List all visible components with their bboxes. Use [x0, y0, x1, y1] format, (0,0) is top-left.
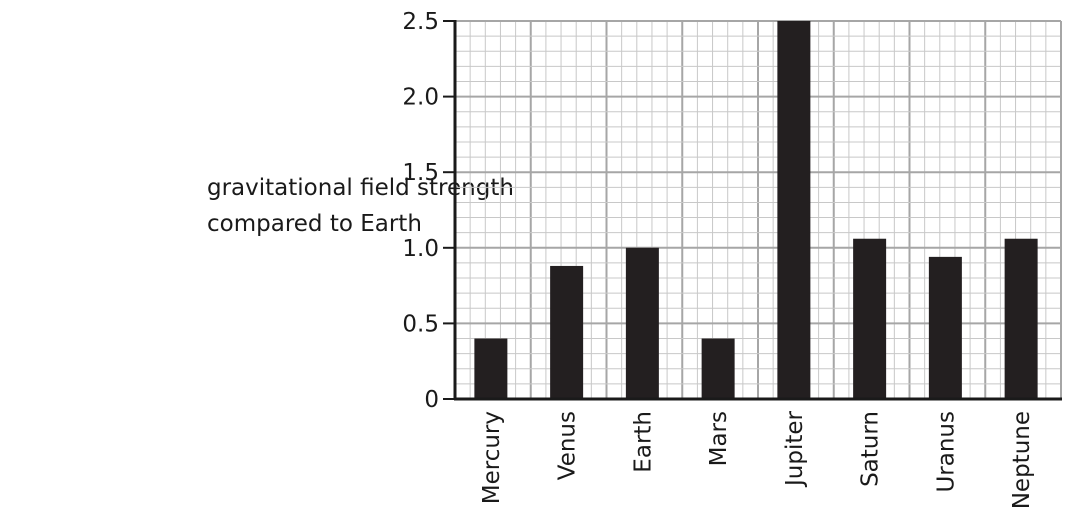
bar-saturn [853, 238, 887, 399]
x-tick-label-neptune: Neptune [1009, 411, 1035, 509]
bar-venus [550, 265, 584, 399]
bar-neptune [1004, 238, 1038, 399]
y-axis-label-line-1: gravitational field strength [207, 175, 514, 201]
x-tick-label-jupiter: Jupiter [782, 410, 808, 488]
bar-jupiter [777, 21, 811, 399]
x-tick-label-mars: Mars [706, 411, 732, 466]
bar-mercury [474, 338, 508, 399]
x-tick-labels: Mercury Venus Earth Mars Jupiter Saturn Uranus… [479, 410, 1035, 509]
x-tick-label-uranus: Uranus [933, 411, 959, 493]
bar-mars [701, 338, 735, 399]
y-tick-label: 2.5 [402, 9, 439, 35]
x-tick-label-earth: Earth [630, 411, 656, 473]
y-tick-label: 2.0 [402, 85, 439, 111]
x-tick-label-venus: Venus [555, 411, 581, 480]
y-tick-label: 0 [424, 387, 439, 413]
x-tick-label-saturn: Saturn [858, 411, 884, 487]
grid [455, 20, 1062, 399]
bar-uranus [928, 256, 962, 399]
y-axis-label-line-2: compared to Earth [207, 211, 422, 237]
y-tick-label: 1.0 [402, 236, 439, 262]
y-tick-label: 1.5 [402, 160, 439, 186]
bar-earth [625, 247, 659, 399]
y-tick-label: 0.5 [402, 311, 439, 337]
axes [453, 20, 1062, 401]
y-axis-label: gravitational field strength compared to… [207, 170, 514, 242]
bars [474, 21, 1038, 399]
x-tick-label-mercury: Mercury [479, 411, 505, 504]
y-ticks: 0 0.5 1.0 1.5 2.0 2.5 [402, 9, 455, 413]
